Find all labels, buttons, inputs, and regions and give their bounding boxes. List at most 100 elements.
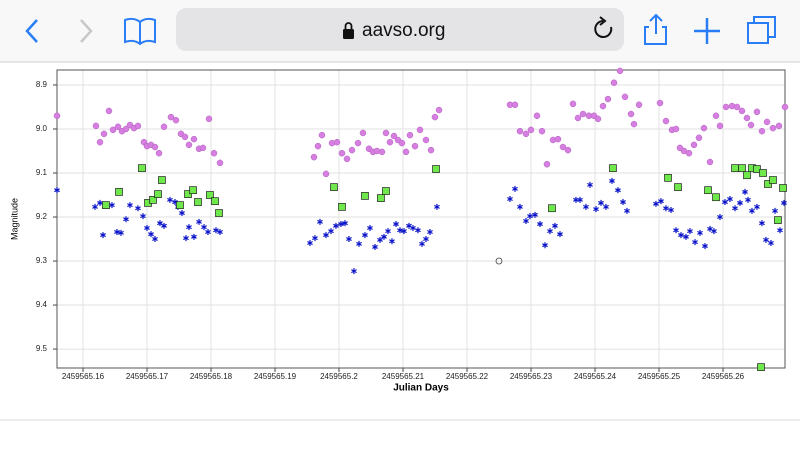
data-point (749, 207, 755, 214)
data-point (211, 197, 219, 206)
data-point (516, 127, 524, 135)
bookmarks-button[interactable] (124, 17, 156, 46)
data-point (206, 191, 214, 199)
data-point (763, 236, 769, 243)
data-point (772, 207, 778, 214)
data-point (579, 110, 587, 118)
data-point (333, 138, 341, 146)
data-point (179, 210, 185, 217)
data-point (434, 203, 440, 210)
data-point (594, 115, 602, 123)
url: aavso.org (362, 20, 445, 41)
data-point (668, 206, 674, 213)
data-point (122, 125, 130, 133)
data-point (157, 220, 163, 227)
data-point (663, 205, 669, 212)
data-point (685, 149, 693, 157)
data-point (154, 190, 162, 198)
data-point (543, 160, 551, 168)
data-point (731, 164, 739, 173)
y-axis-label: Magnitude (9, 198, 19, 240)
data-point (398, 139, 406, 147)
address-bar[interactable] (176, 8, 624, 51)
data-point (587, 181, 593, 188)
data-point (763, 118, 771, 126)
data-point (323, 232, 329, 239)
data-point (185, 141, 193, 149)
data-point (609, 177, 615, 184)
data-point (346, 236, 352, 243)
y-tick-label: 9.5 (36, 344, 48, 353)
data-point (610, 79, 618, 87)
data-point (151, 143, 159, 151)
x-tick-label: 2459565.26 (702, 372, 745, 381)
data-point (215, 209, 223, 217)
data-point (338, 149, 346, 157)
data-point (385, 228, 391, 235)
tabs-button[interactable] (747, 22, 769, 44)
data-point (743, 171, 751, 180)
y-tick-label: 9.4 (36, 300, 48, 309)
data-point (758, 127, 766, 135)
x-tick-label: 2459565.24 (574, 372, 617, 381)
data-point (754, 203, 760, 210)
data-point (423, 236, 429, 243)
data-point (653, 200, 659, 207)
x-tick-label: 2459565.2 (320, 372, 358, 381)
data-point (781, 199, 787, 206)
data-point (333, 222, 339, 229)
data-point (92, 203, 98, 210)
data-point (743, 114, 751, 122)
data-point (574, 114, 582, 122)
data-point (109, 126, 117, 134)
data-point (138, 164, 146, 173)
data-point (603, 203, 609, 210)
data-point (389, 238, 395, 245)
x-tick-label: 2459565.17 (126, 372, 169, 381)
data-point (609, 164, 617, 173)
data-point (381, 233, 387, 240)
x-axis-label: Julian Days (393, 383, 449, 394)
data-point (134, 122, 142, 130)
data-point (527, 213, 533, 220)
x-tick-label: 2459565.25 (638, 372, 681, 381)
data-point (683, 233, 689, 240)
x-tick-label: 2459565.22 (446, 372, 489, 381)
data-point (191, 233, 197, 240)
data-point (727, 195, 733, 202)
data-point (152, 236, 158, 243)
data-point (658, 198, 664, 205)
data-point (577, 196, 583, 203)
y-tick-label: 8.9 (36, 80, 48, 89)
data-point (216, 159, 224, 167)
new-tab-button[interactable] (694, 18, 720, 44)
data-point (704, 186, 712, 195)
lock-icon (343, 29, 354, 39)
data-point (548, 204, 556, 213)
data-point (92, 122, 100, 130)
share-button[interactable] (644, 13, 667, 45)
data-point (769, 176, 777, 184)
back-button[interactable] (25, 19, 38, 43)
data-point (737, 199, 743, 206)
reload-button[interactable] (594, 20, 613, 38)
data-point (621, 93, 629, 101)
data-point (135, 205, 141, 212)
data-point (382, 129, 390, 137)
data-point (690, 141, 698, 149)
data-point (307, 239, 313, 246)
data-point (511, 101, 519, 109)
y-tick-label: 9.2 (36, 212, 48, 221)
data-point (217, 228, 223, 235)
data-point (432, 165, 440, 173)
data-point (527, 126, 535, 134)
data-point (148, 231, 154, 238)
data-point (673, 227, 679, 234)
data-point (564, 146, 572, 154)
forward-button[interactable] (80, 19, 93, 43)
data-point (716, 122, 724, 130)
data-point (738, 164, 746, 173)
data-point (155, 149, 163, 157)
data-point (330, 183, 338, 191)
